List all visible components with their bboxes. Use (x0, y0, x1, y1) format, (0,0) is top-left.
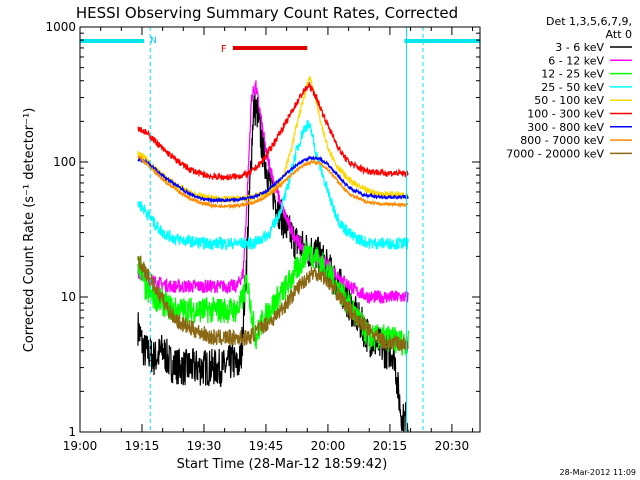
legend-label-0: 3 - 6 keV (555, 41, 604, 54)
x-tick-label-3: 19:45 (249, 439, 284, 453)
night-bar-right (404, 39, 480, 43)
x-tick-label-0: 19:00 (63, 439, 98, 453)
series-line-4 (137, 75, 409, 203)
legend-label-2: 12 - 25 keV (541, 68, 604, 81)
series-line-8 (137, 255, 409, 352)
series-line-6 (137, 155, 409, 204)
x-tick-label-1: 19:15 (125, 439, 160, 453)
series-line-7 (137, 155, 409, 210)
legend-label-3: 25 - 50 keV (541, 81, 604, 94)
y-tick-label-0: 1 (68, 425, 76, 439)
chart-title: HESSI Observing Summary Count Rates, Cor… (76, 4, 458, 22)
flare-label: F (221, 44, 227, 55)
series-line-5 (137, 82, 409, 181)
series-line-3 (137, 120, 409, 252)
y-tick-label-3: 1000 (45, 20, 76, 34)
legend-label-1: 6 - 12 keV (548, 54, 604, 67)
legend-label-5: 100 - 300 keV (527, 108, 604, 121)
x-axis-label: Start Time (28-Mar-12 18:59:42) (177, 457, 388, 472)
flare-bar (232, 46, 308, 50)
legend-header-line-2: Att 0 (606, 28, 632, 41)
y-tick-label-1: 10 (61, 290, 76, 304)
plot-frame (79, 26, 481, 433)
night-label: N (150, 36, 157, 46)
series-line-1 (137, 80, 409, 304)
footer-date: 28-Mar-2012 11:09 (560, 468, 637, 477)
series-line-2 (137, 240, 409, 357)
legend-label-6: 300 - 800 keV (527, 121, 604, 134)
legend-label-8: 7000 - 20000 keV (506, 147, 604, 160)
y-tick-label-2: 100 (53, 155, 76, 169)
x-tick-label-5: 20:15 (373, 439, 408, 453)
legend-header-line-1: Det 1,3,5,6,7,9, (546, 15, 632, 28)
x-tick-label-6: 20:30 (435, 439, 470, 453)
legend-label-7: 800 - 7000 keV (520, 134, 604, 147)
night-bar-left (80, 39, 145, 43)
legend-label-4: 50 - 100 keV (534, 94, 604, 107)
x-tick-label-4: 20:00 (311, 439, 346, 453)
x-tick-label-2: 19:30 (187, 439, 222, 453)
y-axis-label: Corrected Count Rate (s⁻¹ detector⁻¹) (22, 108, 37, 353)
